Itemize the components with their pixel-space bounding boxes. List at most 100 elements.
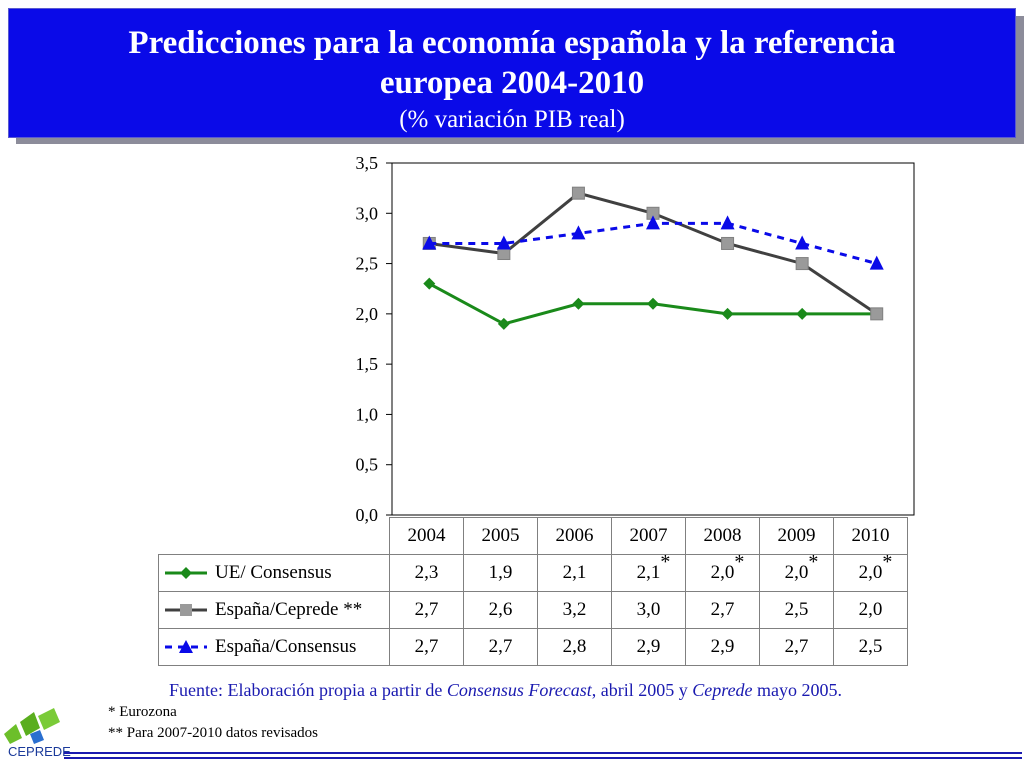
- table-cell: 2,0: [833, 591, 908, 629]
- legend-marker-icon: [165, 604, 207, 616]
- table-cell: 2,9: [685, 628, 760, 666]
- cell-value: 2,7: [710, 599, 735, 620]
- cell-value: 2,1: [562, 562, 587, 583]
- y-tick-label: 3,5: [356, 153, 379, 173]
- source-note: Fuente: Elaboración propia a partir de C…: [169, 680, 842, 701]
- table-cell: 2,0 *: [833, 551, 908, 592]
- table-row: España/Consensus 2,7 2,7 2,8 2,9 2,9 2,7 2,5: [158, 628, 908, 666]
- table-corner: [159, 518, 390, 555]
- table-cell: 1,9: [463, 554, 538, 592]
- y-tick-label: 2,5: [356, 254, 379, 274]
- cell-value: 2,0: [784, 562, 809, 583]
- cell-value: 2,8: [562, 636, 587, 657]
- table-cell: 3,0: [611, 591, 686, 629]
- cell-value: 2,3: [414, 562, 439, 583]
- table-cell: 2,1: [537, 554, 612, 592]
- point-diamond: [796, 307, 809, 320]
- cell-value: 1,9: [488, 562, 513, 583]
- title-box: Predicciones para la economía española y…: [8, 8, 1016, 138]
- table-cell: 2,7: [759, 628, 834, 666]
- source-prefix: Fuente: Elaboración propia a partir de: [169, 680, 447, 700]
- subtitle: (% variación PIB real): [399, 106, 625, 133]
- table-cell: 2,0 *: [759, 551, 834, 592]
- y-tick-label: 0,0: [356, 505, 379, 525]
- table-cell: 3,2: [537, 591, 612, 629]
- cell-value: 2,6: [488, 599, 513, 620]
- table-cell: 2,6: [463, 591, 538, 629]
- ceprede-logo-text: CEPREDE: [8, 744, 71, 759]
- point-diamond: [572, 297, 585, 310]
- point-triangle: [571, 225, 586, 240]
- y-tick-label: 1,5: [356, 354, 379, 374]
- point-square: [721, 236, 735, 250]
- table-cell: 2,0 *: [685, 551, 760, 592]
- cell-value: 2,7: [784, 636, 809, 657]
- point-triangle: [422, 235, 437, 250]
- bottom-rule-1: [64, 752, 1022, 754]
- cell-value: 2,0: [710, 562, 735, 583]
- table-cell: 2,9: [611, 628, 686, 666]
- cell-value: 2,5: [858, 636, 883, 657]
- table-cell: 2,7: [389, 628, 464, 666]
- source-italic-2: Ceprede: [692, 680, 753, 700]
- year-header: 2009: [759, 517, 834, 555]
- point-triangle: [795, 235, 810, 250]
- cell-value: 2,5: [784, 599, 809, 620]
- table-cell: 2,7: [685, 591, 760, 629]
- cell-value: 2,0: [858, 562, 883, 583]
- y-tick-label: 2,0: [356, 304, 379, 324]
- footnote-eurozona: * Eurozona: [108, 704, 177, 720]
- eurozona-asterisk: *: [808, 551, 819, 573]
- row-label-text: España/Consensus: [215, 636, 357, 657]
- year-header: 2006: [537, 517, 612, 555]
- point-diamond: [497, 317, 510, 330]
- cell-value: 2,0: [858, 599, 883, 620]
- source-mid: , abril 2005 y: [591, 680, 693, 700]
- data-table: 2004 2005 2006 2007 2008 2009 2010 UE/ Consensu…: [158, 517, 908, 666]
- bottom-rule-2: [64, 757, 1022, 759]
- table-cell: 2,8: [537, 628, 612, 666]
- eurozona-asterisk: *: [660, 551, 671, 573]
- row-label-text: UE/ Consensus: [215, 562, 332, 583]
- eurozona-asterisk: *: [734, 551, 745, 573]
- point-triangle: [646, 215, 660, 230]
- cell-value: 2,9: [710, 636, 735, 657]
- table-cell: 2,7: [463, 628, 538, 666]
- title-line-2: europea 2004-2010: [379, 65, 645, 101]
- table-row: UE/ Consensus 2,3 1,9 2,1 2,1 * 2,0 * 2,0 * 2,0 *: [158, 551, 908, 592]
- footnote-revised: ** Para 2007-2010 datos revisados: [108, 725, 318, 741]
- point-square: [870, 307, 884, 321]
- y-tick-label: 0,5: [356, 455, 379, 475]
- chart-series: [422, 186, 884, 330]
- year-header: 2004: [389, 517, 464, 555]
- point-diamond: [721, 307, 734, 320]
- point-square: [571, 186, 585, 200]
- cell-value: 2,7: [488, 636, 513, 657]
- point-diamond: [647, 297, 659, 310]
- source-italic-1: Consensus Forecast: [446, 680, 592, 700]
- cell-value: 3,2: [562, 599, 587, 620]
- cell-value: 2,9: [636, 636, 661, 657]
- row-label: España/Consensus: [158, 628, 390, 666]
- y-tick-label: 3,0: [356, 203, 379, 223]
- cell-value: 2,7: [414, 599, 439, 620]
- year-header: 2007: [611, 517, 686, 555]
- row-label: España/Ceprede **: [158, 591, 390, 629]
- ceprede-logo-icon: [4, 708, 60, 744]
- table-row: España/Ceprede ** 2,7 2,6 3,2 3,0 2,7 2,5 2,0: [158, 591, 908, 629]
- table-header-row: 2004 2005 2006 2007 2008 2009 2010: [159, 517, 908, 555]
- source-suffix: mayo 2005.: [752, 680, 843, 700]
- row-label-text: España/Ceprede **: [215, 599, 363, 620]
- point-square: [795, 257, 809, 271]
- cell-value: 2,7: [414, 636, 439, 657]
- cell-value: 3,0: [636, 599, 661, 620]
- year-header: 2005: [463, 517, 538, 555]
- table-cell: 2,5: [759, 591, 834, 629]
- legend-marker-icon: [165, 640, 207, 653]
- eurozona-asterisk: *: [882, 551, 893, 573]
- point-triangle: [496, 235, 511, 250]
- year-header: 2008: [685, 517, 760, 555]
- row-label: UE/ Consensus: [158, 554, 390, 592]
- cell-value: 2,1: [636, 562, 661, 583]
